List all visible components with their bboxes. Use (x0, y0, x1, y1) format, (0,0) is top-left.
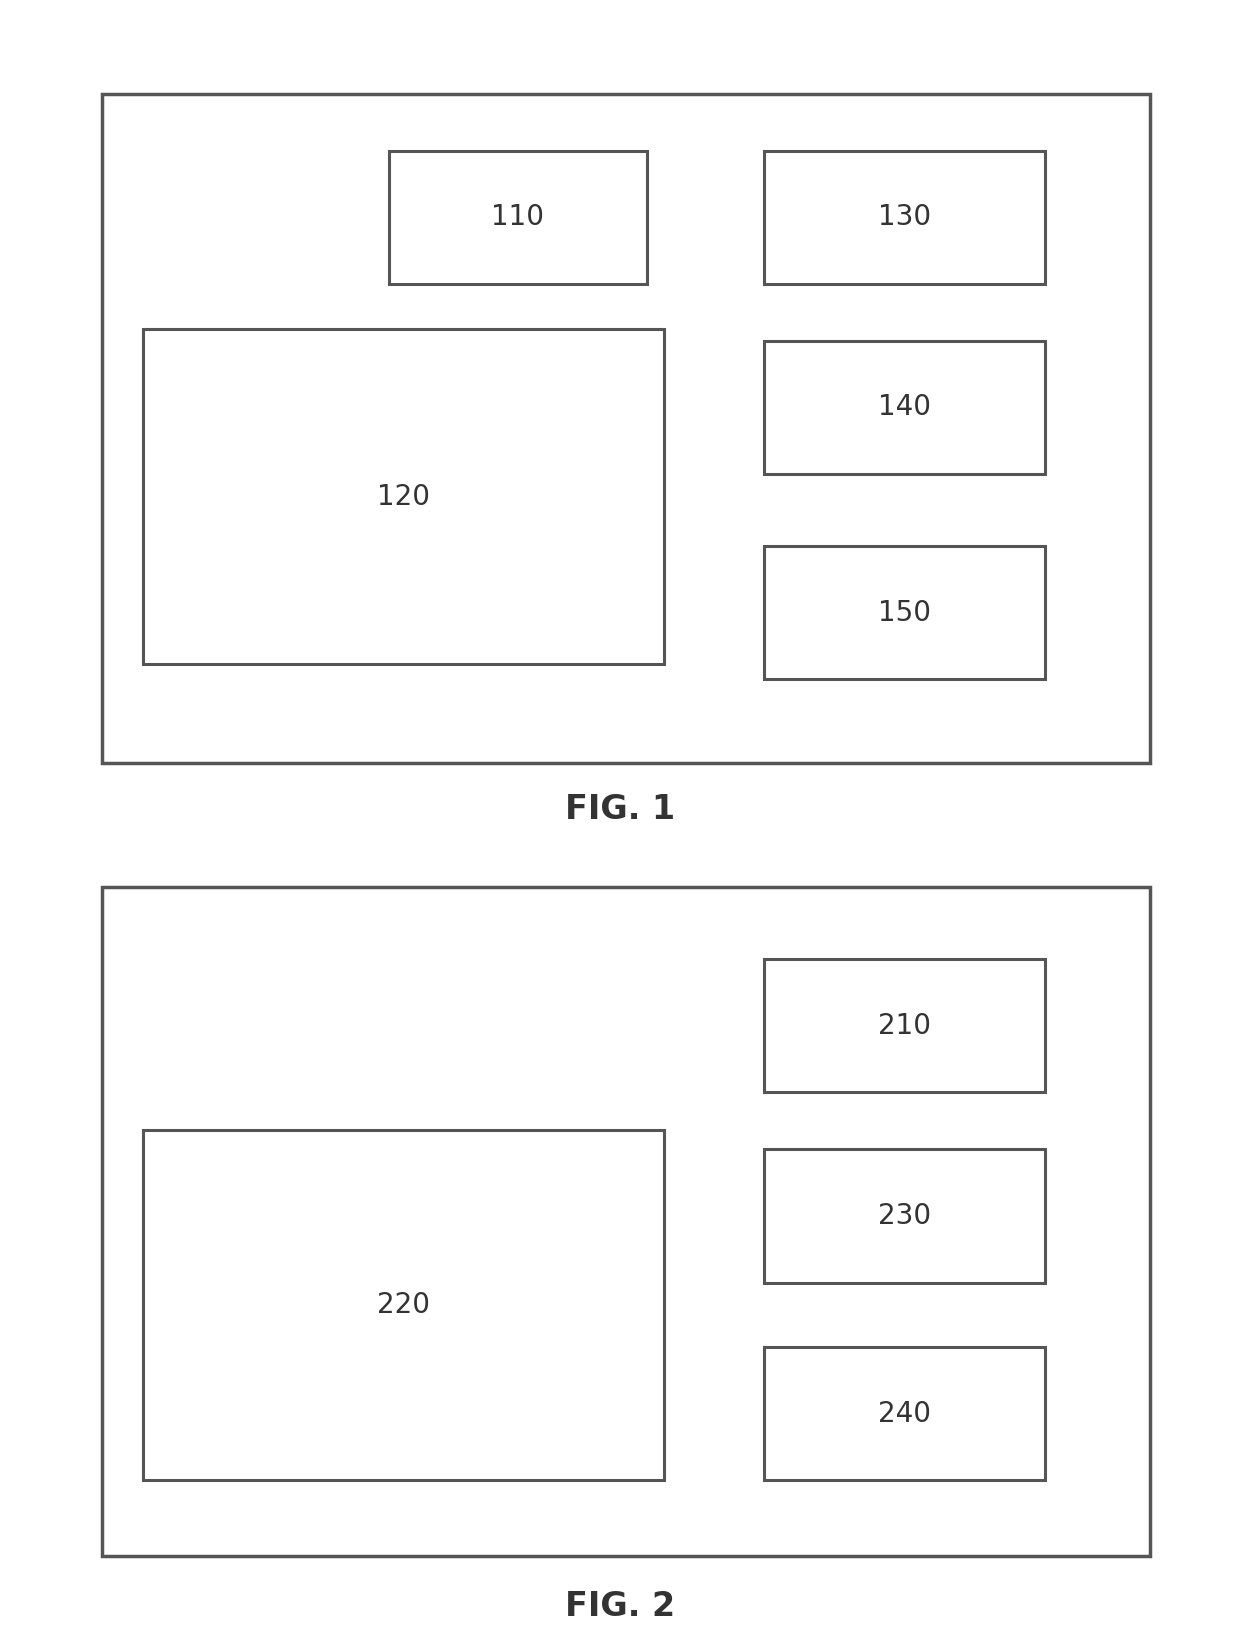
Bar (764, 1348, 1045, 1481)
Bar (143, 329, 665, 664)
Bar (143, 1130, 665, 1481)
Bar (764, 340, 1045, 474)
Text: 130: 130 (878, 203, 931, 231)
Text: 210: 210 (878, 1013, 931, 1040)
Text: 240: 240 (878, 1400, 931, 1428)
Text: 150: 150 (878, 599, 931, 627)
Bar (764, 151, 1045, 283)
Bar (102, 887, 1151, 1556)
Text: 110: 110 (491, 203, 544, 231)
Text: 140: 140 (878, 393, 931, 422)
Text: 220: 220 (377, 1291, 430, 1320)
Bar (102, 93, 1151, 762)
Text: FIG. 2: FIG. 2 (565, 1590, 675, 1623)
Bar (764, 546, 1045, 679)
Text: FIG. 1: FIG. 1 (565, 793, 675, 826)
Text: 120: 120 (377, 483, 430, 510)
Bar (764, 959, 1045, 1093)
Bar (764, 1150, 1045, 1283)
Text: 230: 230 (878, 1202, 931, 1230)
Bar (388, 151, 646, 283)
